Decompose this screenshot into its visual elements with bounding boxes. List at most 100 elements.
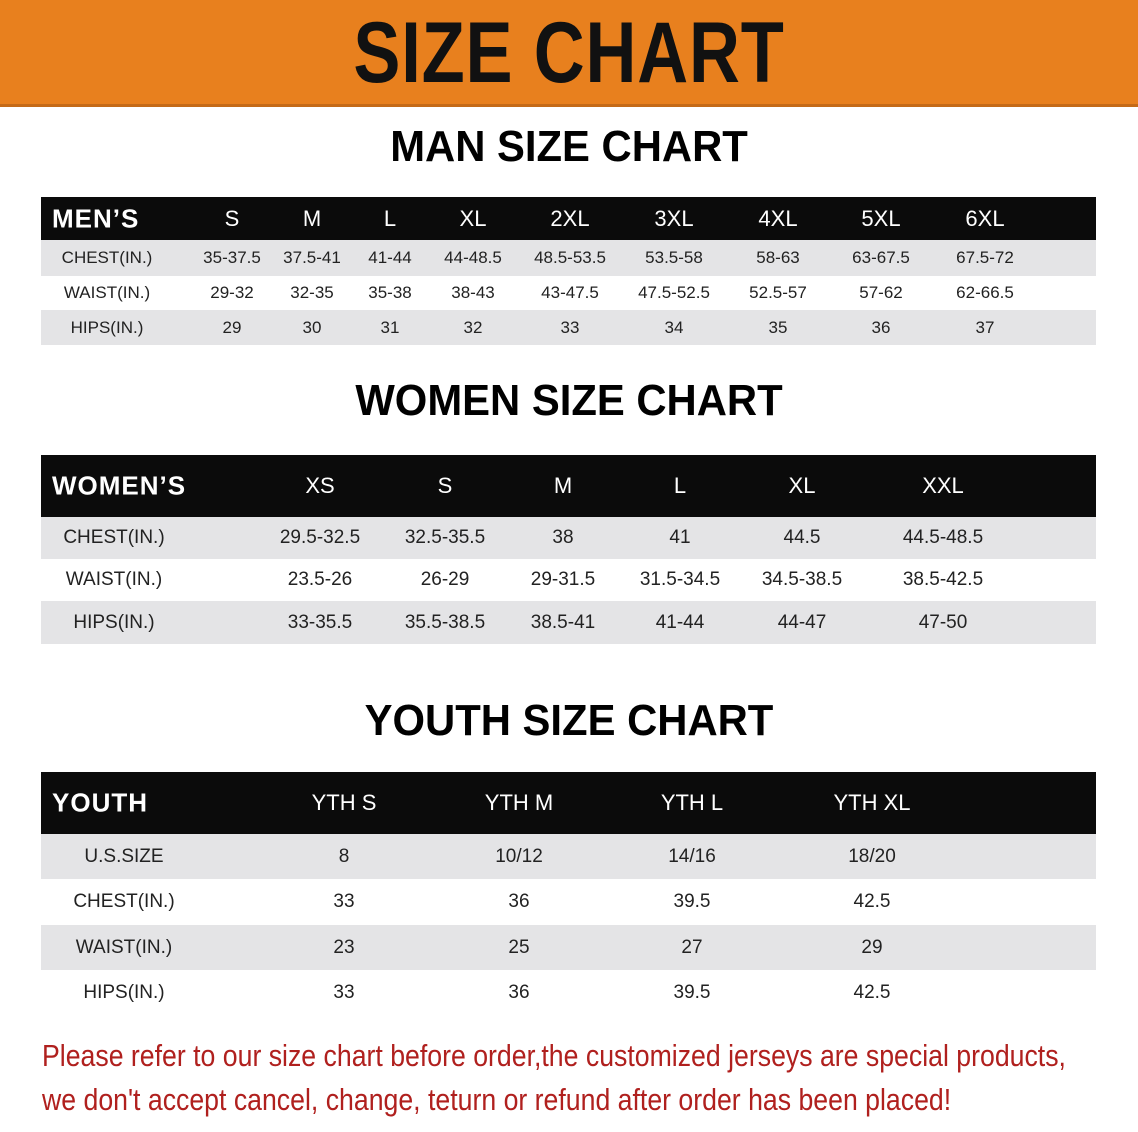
table-cell: 32-35: [290, 283, 334, 302]
table-cell: 38.5-41: [530, 611, 596, 633]
size-header: YTH S: [311, 790, 377, 815]
row-label: WAIST(IN.): [75, 936, 173, 958]
size-header: XXL: [922, 473, 964, 498]
table-cell: 41-44: [655, 611, 705, 633]
notice-line-1: Please refer to our size chart before or…: [42, 1038, 1066, 1073]
notice-line-2: we don't accept cancel, change, teturn o…: [42, 1082, 952, 1117]
table-cell: 31: [380, 317, 400, 337]
table-cell: 18/20: [848, 845, 896, 867]
table-cell: 36: [508, 981, 530, 1003]
size-header: S: [224, 205, 240, 231]
table-row: CHEST(IN.) 33 36 39.5 42.5: [41, 879, 1096, 925]
size-header: L: [673, 473, 687, 498]
banner-title: SIZE CHART: [353, 5, 785, 101]
size-header: 2XL: [550, 205, 590, 231]
table-cell: 41: [669, 527, 691, 548]
table-cell: 25: [508, 936, 530, 958]
table-cell: 47.5-52.5: [638, 283, 710, 302]
row-label: CHEST(IN.): [63, 527, 165, 548]
table-row: HIPS(IN.) 33-35.5 35.5-38.5 38.5-41 41-44 44-…: [41, 601, 1096, 644]
table-row: HIPS(IN.) 33 36 39.5 42.5: [41, 970, 1096, 1015]
size-header: M: [302, 205, 322, 231]
table-cell: 39.5: [673, 981, 711, 1003]
table-cell: 35-38: [368, 283, 412, 302]
table-cell: 35-37.5: [203, 248, 261, 267]
header-label: YOUTH: [52, 787, 148, 818]
table-cell: 33: [560, 317, 580, 337]
table-cell: 29-31.5: [530, 569, 596, 590]
table-cell: 47-50: [918, 611, 968, 633]
table-cell: 29: [861, 936, 883, 958]
women-header-row: WOMEN’S XS S M L XL XXL: [41, 455, 1096, 517]
size-header: XL: [459, 205, 487, 231]
youth-section-title: YOUTH SIZE CHART: [364, 696, 774, 745]
table-cell: 63-67.5: [852, 248, 910, 267]
table-cell: 32: [463, 317, 483, 337]
table-cell: 38: [552, 527, 574, 548]
table-cell: 42.5: [853, 891, 891, 912]
table-cell: 43-47.5: [541, 283, 599, 302]
table-cell: 34: [664, 317, 684, 337]
table-cell: 37: [975, 317, 995, 337]
table-row: WAIST(IN.) 23 25 27 29: [41, 925, 1096, 970]
row-label: CHEST(IN.): [61, 248, 153, 267]
table-cell: 23.5-26: [287, 569, 353, 590]
table-cell: 42.5: [853, 981, 891, 1003]
table-cell: 34.5-38.5: [761, 569, 843, 590]
table-cell: 35.5-38.5: [404, 611, 486, 633]
size-header: 4XL: [758, 205, 798, 231]
table-cell: 29: [222, 317, 242, 337]
size-header: 6XL: [965, 205, 1005, 231]
table-cell: 33-35.5: [287, 611, 353, 633]
table-cell: 41-44: [368, 248, 412, 267]
header-label: WOMEN’S: [52, 470, 187, 501]
table-cell: 26-29: [420, 569, 470, 590]
table-cell: 31.5-34.5: [639, 569, 721, 590]
men-header-row: MEN’S S M L XL 2XL 3XL 4XL 5XL 6XL: [41, 197, 1096, 240]
size-header: 5XL: [861, 205, 901, 231]
size-header: L: [383, 205, 397, 231]
table-cell: 27: [681, 936, 703, 958]
table-cell: 44.5-48.5: [902, 527, 984, 548]
size-header: 3XL: [654, 205, 694, 231]
table-cell: 30: [302, 317, 322, 337]
youth-header-row: YOUTH YTH S YTH M YTH L YTH XL: [41, 772, 1096, 834]
row-label: WAIST(IN.): [63, 283, 151, 302]
header-label: MEN’S: [52, 203, 140, 233]
table-cell: 53.5-58: [645, 248, 703, 267]
table-cell: 58-63: [756, 248, 800, 267]
banner: SIZE CHART: [0, 0, 1138, 107]
table-row: CHEST(IN.) 35-37.5 37.5-41 41-44 44-48.5 48.5…: [41, 240, 1096, 276]
size-header: XS: [305, 473, 335, 498]
size-header: YTH L: [660, 790, 724, 815]
row-label: WAIST(IN.): [65, 569, 163, 590]
women-section-title: WOMEN SIZE CHART: [355, 376, 783, 425]
table-cell: 14/16: [668, 845, 716, 867]
size-header: YTH M: [484, 790, 554, 815]
row-label: HIPS(IN.): [70, 317, 144, 337]
table-cell: 32.5-35.5: [404, 527, 486, 548]
table-cell: 29.5-32.5: [279, 527, 361, 548]
table-cell: 10/12: [495, 845, 543, 867]
size-header: S: [437, 473, 453, 498]
table-cell: 67.5-72: [956, 248, 1014, 267]
table-cell: 44-48.5: [444, 248, 502, 267]
men-section-title: MAN SIZE CHART: [390, 122, 748, 171]
table-cell: 23: [333, 936, 355, 958]
row-label: HIPS(IN.): [83, 981, 165, 1003]
table-cell: 57-62: [859, 283, 903, 302]
table-row: HIPS(IN.) 29 30 31 32 33 34 35 36 37: [41, 310, 1096, 345]
table-row: WAIST(IN.) 23.5-26 26-29 29-31.5 31.5-34.5 34…: [41, 559, 1096, 601]
table-row: U.S.SIZE 8 10/12 14/16 18/20: [41, 834, 1096, 879]
table-cell: 44.5: [783, 527, 821, 548]
table-cell: 36: [871, 317, 891, 337]
table-cell: 36: [508, 891, 530, 912]
table-cell: 44-47: [777, 611, 827, 633]
size-header: XL: [788, 473, 816, 498]
size-header: M: [553, 473, 573, 498]
table-cell: 38.5-42.5: [902, 569, 984, 590]
table-cell: 35: [768, 317, 788, 337]
size-header: YTH XL: [833, 790, 911, 815]
table-row: CHEST(IN.) 29.5-32.5 32.5-35.5 38 41 44.5 44.5…: [41, 517, 1096, 559]
table-row: WAIST(IN.) 29-32 32-35 35-38 38-43 43-47.5 47.…: [41, 276, 1096, 310]
